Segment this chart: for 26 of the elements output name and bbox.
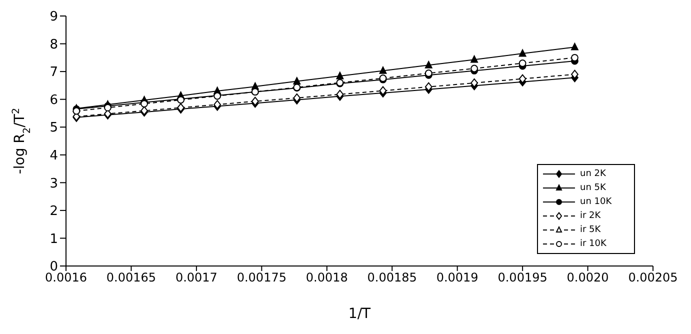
- x-tick-label: 0.0020: [566, 270, 609, 285]
- y-tick-label: 9: [50, 10, 58, 25]
- x-tick-label: 0.00205: [628, 270, 678, 285]
- y-tick-label: 3: [50, 176, 58, 192]
- y-tick-label: 7: [50, 65, 58, 80]
- x-tick-label: 0.0017: [175, 270, 218, 285]
- legend-label: ir 5K: [580, 225, 602, 235]
- x-tick-label: 0.00185: [367, 270, 417, 285]
- x-tick-label: 0.00175: [236, 270, 286, 285]
- x-tick-label: 0.0018: [306, 270, 348, 285]
- x-axis-title: 1/T: [348, 306, 372, 322]
- x-tick-label: 0.0019: [436, 270, 478, 285]
- y-tick-label: 8: [50, 37, 58, 52]
- x-tick-label: 0.0016: [45, 270, 87, 285]
- legend-label: ir 10K: [580, 239, 608, 249]
- y-tick-label: 4: [50, 148, 58, 164]
- legend-label: un 2K: [580, 169, 607, 179]
- legend-label: un 10K: [580, 197, 613, 207]
- y-tick-label: 5: [50, 120, 58, 136]
- legend-label: un 5K: [580, 183, 607, 193]
- x-tick-label: 0.00165: [106, 270, 156, 285]
- x-tick-label: 0.00195: [498, 270, 548, 285]
- legend-label: ir 2K: [580, 211, 602, 221]
- y-tick-label: 6: [50, 92, 58, 108]
- y-tick-label: 2: [50, 204, 58, 220]
- y-tick-label: 1: [50, 232, 58, 247]
